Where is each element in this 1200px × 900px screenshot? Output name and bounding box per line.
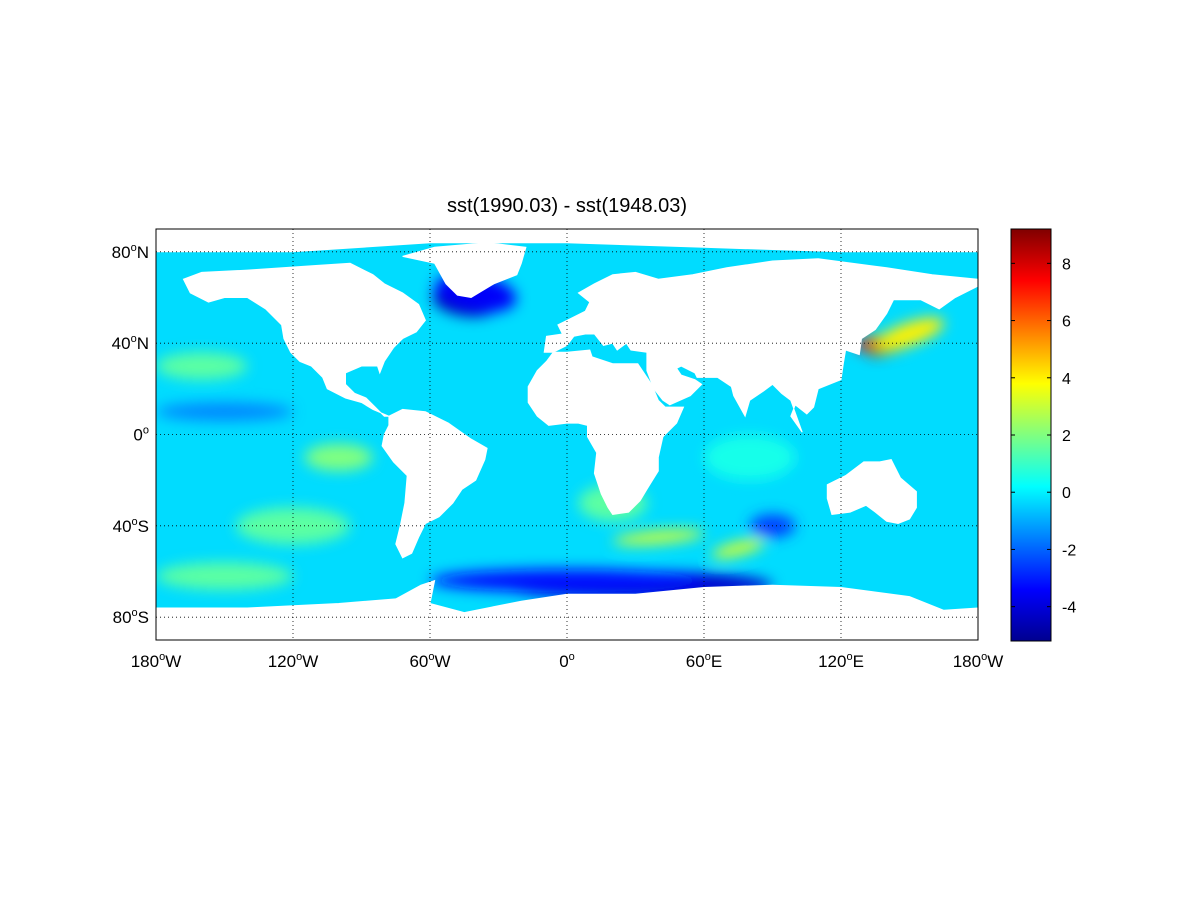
x-tick-label: 180oW <box>953 651 1004 671</box>
land-greenland <box>402 242 527 299</box>
chart-title: sst(1990.03) - sst(1948.03) <box>447 195 687 217</box>
land-antarctica <box>156 579 978 640</box>
land-north-america <box>182 262 426 417</box>
anomaly-blob <box>156 352 248 380</box>
colorbar-tick-label: -2 <box>1062 542 1076 559</box>
y-tick-label: 40oS <box>113 516 149 536</box>
land-layer <box>156 229 978 640</box>
colorbar-tick-label: 4 <box>1062 371 1071 388</box>
anomaly-blob <box>156 402 293 421</box>
anomaly-blob <box>612 529 704 546</box>
anomaly-blob <box>711 538 765 559</box>
colorbar-tick-label: 6 <box>1062 314 1071 331</box>
x-tick-label: 120oW <box>268 651 319 671</box>
x-tick-label: 0o <box>559 651 575 671</box>
y-tick-label: 0o <box>133 425 149 445</box>
x-tick-label: 120oE <box>818 651 864 671</box>
x-tick-label: 60oE <box>686 651 722 671</box>
land-australia <box>826 459 917 525</box>
y-tick-label: 40oN <box>112 333 149 353</box>
x-tick-label: 180oW <box>131 651 182 671</box>
grid-lines <box>156 229 978 640</box>
colorbar-tick-label: -4 <box>1062 600 1076 617</box>
colorbar-tick-label: 2 <box>1062 428 1071 445</box>
colorbar-ticks: -4 -2 0 2 4 6 8 <box>1011 256 1076 617</box>
colorbar-tick-label: 0 <box>1062 485 1071 502</box>
anomaly-blob <box>430 569 704 593</box>
colorbar <box>1010 228 1052 642</box>
anomaly-layer <box>156 273 945 599</box>
y-tick-label: 80oS <box>113 607 149 627</box>
anomaly-blob <box>304 443 373 472</box>
anomaly-blob <box>704 434 796 481</box>
colorbar-tick-label: 8 <box>1062 256 1071 273</box>
land-eurasia <box>543 258 978 433</box>
anomaly-blob <box>156 562 293 590</box>
land-africa <box>527 349 685 515</box>
anomaly-blob <box>874 317 945 351</box>
y-tick-label: 80oN <box>112 242 149 262</box>
x-tick-label: 60oW <box>409 651 450 671</box>
map-frame <box>155 228 979 641</box>
y-axis-ticks: 80oN 40oN 0o 40oS 80oS <box>112 242 149 627</box>
x-axis-ticks: 180oW 120oW 60oW 0o 60oE 120oE 180oW <box>131 651 1004 671</box>
land-south-america <box>381 408 488 559</box>
